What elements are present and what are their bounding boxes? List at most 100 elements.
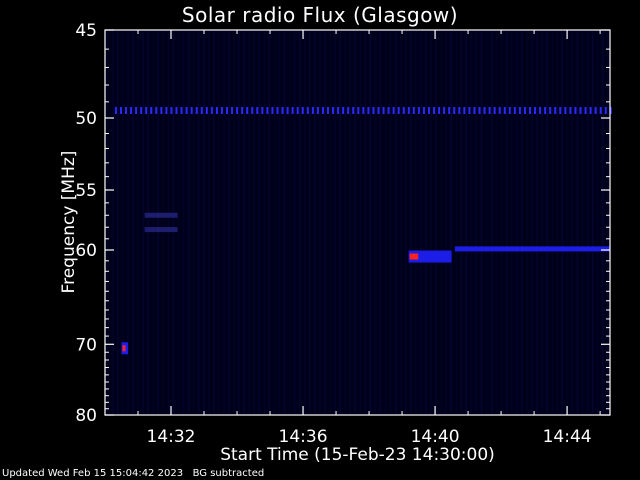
x-tick-label: 14:32	[147, 427, 196, 447]
band-mark	[372, 107, 375, 114]
background-streak	[263, 32, 266, 413]
background-streak	[177, 32, 180, 413]
band-mark	[125, 107, 128, 114]
background-streak	[566, 32, 569, 413]
background-streak	[107, 32, 109, 413]
band-mark	[155, 107, 158, 114]
band-mark	[448, 107, 451, 114]
background-streak	[334, 32, 336, 413]
background-streak	[293, 32, 296, 413]
y-tick-label: 45	[75, 21, 97, 41]
band-mark	[402, 107, 405, 114]
band-mark	[236, 107, 239, 114]
background-streak	[309, 32, 311, 413]
band-mark	[337, 107, 340, 114]
band-mark	[503, 107, 506, 114]
background-streak	[122, 32, 124, 413]
band-mark	[569, 107, 572, 114]
background-streak	[197, 32, 200, 413]
background-streak	[531, 32, 533, 413]
band-mark	[160, 107, 163, 114]
background-streak	[606, 32, 609, 413]
band-mark	[407, 107, 410, 114]
band-mark	[144, 227, 178, 233]
footer: Updated Wed Feb 15 15:04:42 2023 BG subt…	[2, 468, 264, 479]
background-streak	[571, 32, 574, 413]
band-mark	[165, 107, 168, 114]
y-tick-label: 70	[75, 335, 97, 355]
band-mark	[523, 107, 526, 114]
background-streak	[379, 32, 382, 413]
band-mark	[478, 107, 481, 114]
background-streak	[329, 32, 331, 413]
background-streak	[495, 32, 498, 413]
band-mark	[468, 107, 471, 114]
band-mark	[382, 107, 385, 114]
background-streak	[218, 32, 220, 413]
x-tick-label: 14:36	[279, 427, 328, 447]
band-mark	[215, 107, 218, 114]
band-mark	[488, 107, 491, 114]
background-streak	[460, 32, 463, 413]
band-mark	[114, 107, 117, 114]
background-streak	[142, 32, 144, 413]
background-streak	[162, 32, 165, 413]
band-mark	[387, 107, 390, 114]
background-streak	[208, 32, 210, 413]
background-streak	[273, 32, 276, 413]
background-streak	[147, 32, 149, 413]
band-mark	[241, 107, 244, 114]
background-streak	[475, 32, 478, 413]
x-axis-label: Start Time (15-Feb-23 14:30:00)	[220, 445, 495, 465]
band-mark	[195, 107, 198, 114]
band-mark	[397, 107, 400, 114]
band-mark	[316, 107, 319, 114]
background-streak	[526, 32, 528, 413]
background-streak	[415, 32, 417, 413]
background-streak	[541, 32, 543, 413]
background-streak	[556, 32, 559, 413]
background-streak	[430, 32, 432, 413]
band-mark	[377, 107, 380, 114]
background-streak	[349, 32, 351, 413]
band-mark	[433, 107, 436, 114]
band-mark	[140, 107, 143, 114]
burst-core	[122, 345, 126, 352]
band-mark	[342, 107, 345, 114]
background-streak	[258, 32, 261, 413]
background-streak	[298, 32, 301, 413]
band-mark	[609, 107, 612, 114]
background-streak	[278, 32, 281, 413]
band-mark	[281, 107, 284, 114]
background-streak	[182, 32, 185, 413]
band-mark	[150, 107, 153, 114]
background-streak	[319, 32, 321, 413]
background-streak	[581, 32, 584, 413]
band-mark	[332, 107, 335, 114]
y-axis-label: Frequency [MHz]	[59, 150, 79, 294]
background-streak	[152, 32, 155, 413]
band-mark	[453, 107, 456, 114]
background-streak	[591, 32, 594, 413]
band-mark	[306, 107, 309, 114]
band-mark	[518, 107, 521, 114]
band-mark	[276, 107, 279, 114]
band-mark	[584, 107, 587, 114]
background-streak	[455, 32, 458, 413]
band-mark	[604, 107, 607, 114]
background-streak	[248, 32, 250, 413]
band-mark	[483, 107, 486, 114]
background-streak	[511, 32, 513, 413]
band-mark	[594, 107, 597, 114]
background-streak	[283, 32, 286, 413]
band-mark	[554, 107, 557, 114]
y-tick-label: 50	[75, 109, 97, 129]
background-streak	[359, 32, 362, 413]
band-mark	[508, 107, 511, 114]
band-mark	[589, 107, 592, 114]
band-mark	[170, 107, 173, 114]
band-mark	[539, 107, 542, 114]
background-streak	[440, 32, 442, 413]
band-mark	[559, 107, 562, 114]
background-streak	[314, 32, 316, 413]
